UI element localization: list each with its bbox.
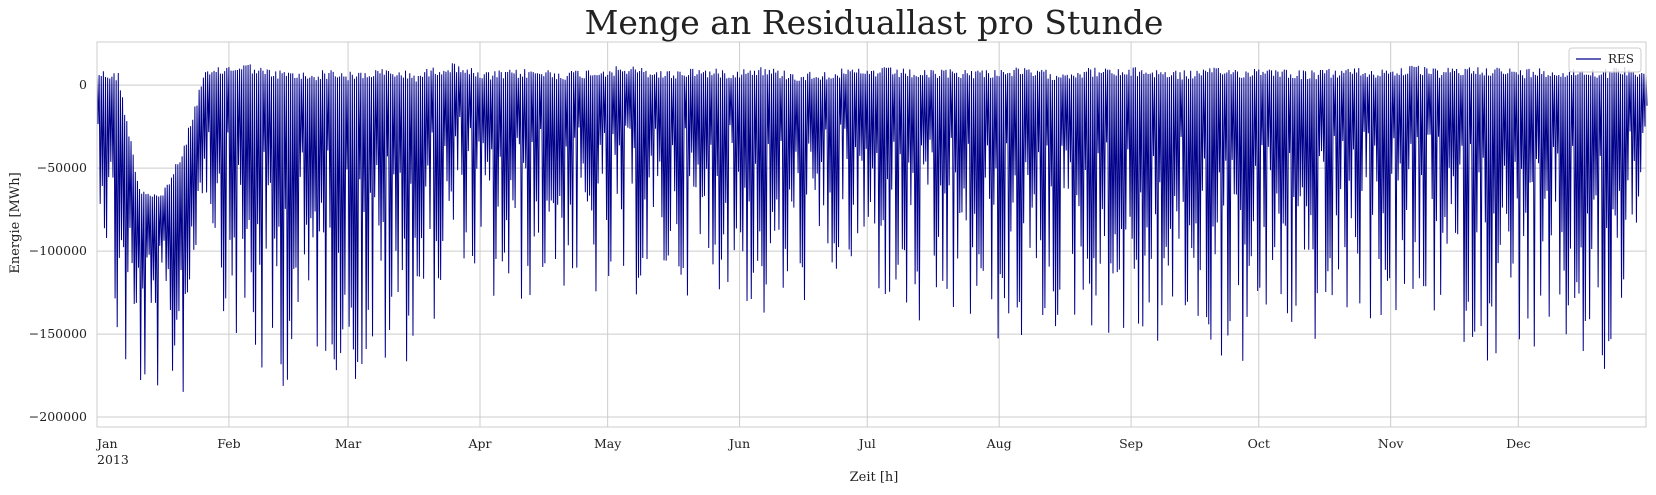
x-tick-label: Dec — [1506, 436, 1530, 451]
y-tick-label: −200000 — [29, 409, 87, 424]
y-tick-label: −50000 — [37, 160, 87, 175]
chart-title: Menge an Residuallast pro Stunde — [585, 3, 1164, 42]
x-axis-label: Zeit [h] — [850, 470, 899, 485]
x-tick-label: Jun — [727, 436, 750, 451]
legend: RES — [1568, 47, 1642, 73]
y-tick-label: −100000 — [29, 243, 87, 258]
legend-box — [1568, 47, 1642, 73]
x-tick-label: Apr — [467, 436, 491, 451]
x-tick-label: Oct — [1248, 436, 1270, 451]
x-tick-year-label: 2013 — [97, 452, 129, 467]
x-tick-label: Sep — [1119, 436, 1143, 451]
x-tick-label: Nov — [1378, 436, 1404, 451]
x-tick-label: Mar — [335, 436, 361, 451]
x-tick-label: May — [594, 436, 622, 451]
x-tick-label: Jul — [857, 436, 876, 451]
plot-frame — [96, 41, 1647, 428]
x-tick-label: Feb — [217, 436, 240, 451]
series-layer — [96, 63, 1648, 392]
y-tick-label: −150000 — [29, 326, 87, 341]
x-tick-label: Jan — [95, 436, 118, 451]
series-line-res — [96, 63, 1648, 392]
y-axis-ticks: 0 −50000 −100000 −150000 −200000 — [29, 77, 87, 424]
y-tick-label: 0 — [79, 77, 87, 92]
legend-label-res: RES — [1608, 52, 1634, 66]
y-axis-label: Energie [MWh] — [8, 172, 23, 273]
x-tick-label: Aug — [986, 436, 1012, 451]
